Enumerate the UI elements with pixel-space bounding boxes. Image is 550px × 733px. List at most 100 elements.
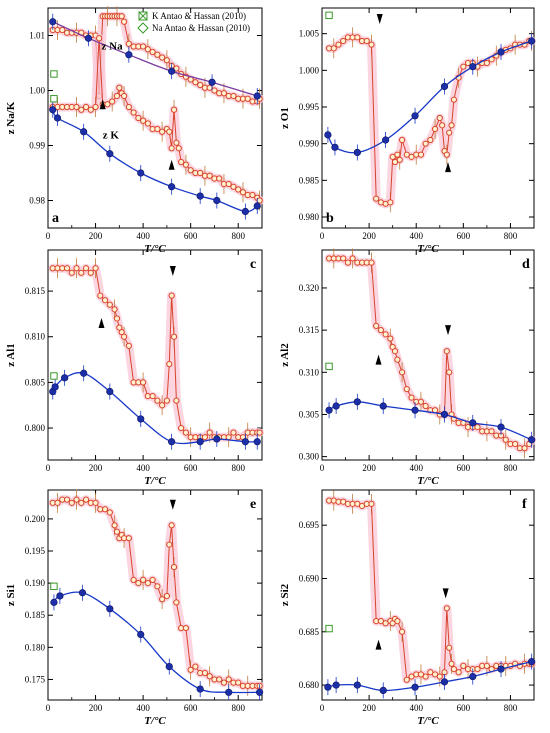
data-point-red (166, 361, 173, 368)
data-point-blue (196, 192, 204, 200)
x-tick-label: 400 (409, 703, 423, 713)
data-point-blue (469, 672, 477, 681)
x-tick-label: 200 (362, 231, 376, 241)
data-point-blue (165, 663, 173, 671)
data-point-red (443, 605, 450, 612)
data-point-red (166, 128, 173, 135)
data-point-blue (353, 681, 361, 689)
data-point-red (256, 429, 263, 436)
data-point-blue (253, 92, 261, 100)
data-point-red (116, 84, 123, 91)
data-point-blue (208, 78, 216, 86)
x-axis-label: T/°C (144, 475, 166, 487)
data-point-blue (78, 589, 87, 597)
data-point-red (448, 660, 455, 667)
data-point-red (111, 306, 118, 313)
data-point-red (249, 191, 256, 199)
data-point-red (120, 18, 128, 25)
y-tick-label: 0.320 (299, 283, 320, 293)
fit-curve (52, 109, 258, 213)
y-tick-label: 0.980 (299, 212, 320, 222)
data-point-red (450, 665, 458, 673)
data-point-red (363, 37, 370, 45)
panel-label: f (522, 497, 527, 512)
data-point-red (403, 386, 410, 393)
panel-label: b (326, 211, 334, 226)
data-point-red (163, 397, 170, 404)
data-point-red (125, 40, 132, 47)
plot-frame (321, 489, 535, 701)
panel-f: 0 200 400 600 800 0.680 0.685 0.690 0.695 z Si2 T/… (279, 489, 537, 727)
data-point-blue (137, 415, 145, 423)
data-point-red (394, 356, 401, 363)
reference-point (325, 362, 333, 371)
data-point-red (73, 103, 80, 111)
data-point-blue (168, 183, 176, 191)
y-axis-label: z Si2 (279, 583, 291, 606)
data-point-red (230, 429, 237, 436)
data-point-red (106, 301, 113, 308)
y-tick-label: 0.315 (299, 325, 320, 335)
data-point-red (175, 145, 182, 152)
data-point-blue (324, 683, 332, 691)
data-point-red (483, 662, 490, 669)
data-point-red (192, 79, 199, 86)
data-point-red (144, 120, 151, 127)
legend: K Antao & Hassan (2010) Na Antao & Hassan… (137, 11, 250, 34)
data-point-blue (469, 63, 477, 71)
data-point-red (220, 679, 228, 686)
data-point-red (92, 265, 99, 272)
data-point-red (354, 34, 361, 41)
x-tick-label: 0 (320, 463, 325, 473)
data-point-blue (51, 383, 59, 391)
data-point-red (173, 397, 180, 404)
y-tick-label: 0.195 (25, 546, 46, 556)
x-tick-label: 200 (362, 703, 376, 713)
reference-point (50, 70, 58, 78)
y-tick-label: 0.995 (299, 102, 320, 112)
data-point-red (455, 669, 462, 676)
data-point-red (483, 59, 490, 67)
data-point-red (182, 429, 190, 436)
y-axis-label: z Al1 (5, 343, 17, 367)
data-point-blue (213, 435, 221, 443)
data-point-red (168, 292, 175, 299)
data-point-red (403, 676, 410, 683)
data-point-red (192, 663, 199, 670)
y-axis-label: z Na/K (5, 101, 17, 134)
data-line (52, 267, 260, 438)
y-tick-label: 0.985 (299, 175, 320, 185)
data-point-blue (440, 82, 449, 91)
data-point-red (256, 197, 263, 204)
data-point-red (97, 292, 104, 299)
data-point-blue (80, 369, 88, 377)
data-point-blue (196, 685, 204, 693)
triangle-marker-up (375, 354, 382, 365)
data-point-red (206, 172, 213, 179)
data-point-red (340, 255, 347, 262)
data-point-red (78, 106, 85, 113)
data-point-red (159, 54, 166, 61)
data-point-red (216, 175, 223, 182)
reference-point (325, 624, 333, 633)
data-point-red (168, 145, 175, 152)
x-tick-label: 200 (362, 463, 376, 473)
data-point-blue (80, 128, 88, 136)
data-point-red (96, 35, 103, 42)
data-point-blue (137, 630, 145, 639)
data-point-blue (469, 419, 477, 427)
data-point-red (170, 106, 178, 113)
panel-b: 0 200 400 600 800 0.980 0.985 0.990 0.995 1.000 1.… (279, 7, 537, 255)
y-tick-label: 0.99 (29, 141, 45, 151)
reference-point (50, 372, 58, 380)
data-point-red (144, 46, 151, 53)
data-point-red (197, 169, 204, 177)
y-tick-label: 0.180 (25, 642, 46, 652)
data-point-red (154, 583, 161, 590)
x-tick-label: 400 (136, 231, 150, 241)
plot-frame (47, 489, 263, 701)
data-point-red (173, 139, 180, 146)
x-axis-label: T/°C (144, 715, 166, 727)
data-point-red (166, 541, 173, 548)
data-point-red (125, 535, 132, 542)
